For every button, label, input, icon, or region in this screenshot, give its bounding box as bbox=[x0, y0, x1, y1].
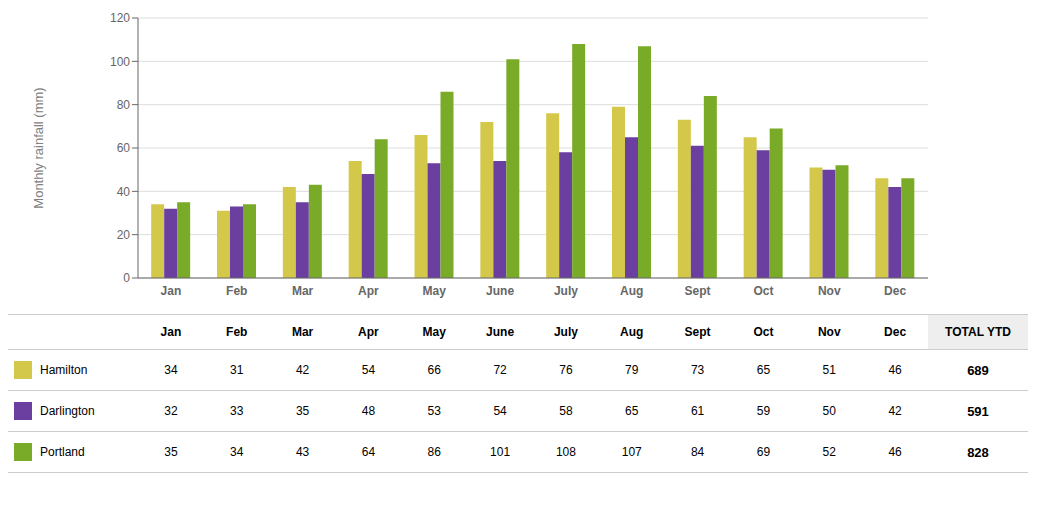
html-text:Portland: Portland bbox=[40, 445, 85, 459]
html-text:59: 59 bbox=[756, 404, 771, 418]
html-text:46: 46 bbox=[888, 445, 902, 459]
html-text:69: 69 bbox=[756, 445, 771, 459]
html-text:50: 50 bbox=[822, 404, 836, 418]
html-text:Darlington: Darlington bbox=[40, 404, 95, 418]
html-text:42: 42 bbox=[888, 404, 902, 418]
html-text:42: 42 bbox=[295, 363, 310, 377]
html-text:64: 64 bbox=[361, 445, 376, 459]
html-text:108: 108 bbox=[555, 445, 576, 459]
html-text:52: 52 bbox=[822, 445, 836, 459]
html-text:72: 72 bbox=[493, 363, 507, 377]
svg-text:40: 40 bbox=[117, 185, 131, 199]
svg-text:Jan: Jan bbox=[161, 284, 182, 298]
html-text:66: 66 bbox=[427, 363, 441, 377]
html-text:34: 34 bbox=[230, 445, 244, 459]
svg-text:Mar: Mar bbox=[292, 284, 314, 298]
svg-text:60: 60 bbox=[117, 141, 131, 155]
html-text:86: 86 bbox=[427, 445, 441, 459]
html-text:48: 48 bbox=[361, 404, 376, 418]
html-text:43: 43 bbox=[295, 445, 310, 459]
html-text:31: 31 bbox=[230, 363, 244, 377]
svg-text:Monthly rainfall (mm): Monthly rainfall (mm) bbox=[31, 87, 46, 208]
html-text:101: 101 bbox=[490, 445, 511, 459]
svg-text:Feb: Feb bbox=[226, 284, 247, 298]
html-text:828: 828 bbox=[967, 444, 989, 460]
html-text:76: 76 bbox=[559, 363, 573, 377]
html-text:591: 591 bbox=[967, 403, 989, 419]
html-text:54: 54 bbox=[361, 363, 376, 377]
svg-text:June: June bbox=[486, 284, 514, 298]
html-text:73: 73 bbox=[690, 363, 705, 377]
html-text:Hamilton: Hamilton bbox=[40, 363, 88, 377]
html-text:May: May bbox=[422, 325, 446, 339]
html-text:51: 51 bbox=[822, 363, 836, 377]
svg-text:80: 80 bbox=[117, 98, 131, 112]
html-text:53: 53 bbox=[427, 404, 441, 418]
html-text:Jan: Jan bbox=[160, 325, 182, 339]
html-text:TOTAL YTD: TOTAL YTD bbox=[945, 325, 1011, 339]
html-text:32: 32 bbox=[164, 404, 178, 418]
html-text:65: 65 bbox=[625, 404, 639, 418]
html-text:Oct: Oct bbox=[753, 325, 774, 339]
svg-text:Dec: Dec bbox=[884, 284, 906, 298]
svg-text:Sept: Sept bbox=[685, 284, 711, 298]
html-text:Nov: Nov bbox=[817, 325, 841, 339]
html-text:35: 35 bbox=[295, 404, 310, 418]
svg-text:May: May bbox=[423, 284, 447, 298]
html-text:107: 107 bbox=[621, 445, 642, 459]
html-text:35: 35 bbox=[164, 445, 178, 459]
svg-text:Oct: Oct bbox=[753, 284, 773, 298]
html-text:Dec: Dec bbox=[884, 325, 907, 339]
svg-text:Apr: Apr bbox=[358, 284, 379, 298]
html-text:54: 54 bbox=[493, 404, 507, 418]
html-text:84: 84 bbox=[690, 445, 705, 459]
html-text:689: 689 bbox=[967, 362, 989, 378]
html-text:July: July bbox=[553, 325, 578, 339]
html-text:65: 65 bbox=[756, 363, 771, 377]
html-text:Sept: Sept bbox=[684, 325, 711, 339]
svg-text:0: 0 bbox=[123, 271, 130, 285]
html-text:34: 34 bbox=[164, 363, 178, 377]
svg-text:Aug: Aug bbox=[620, 284, 643, 298]
html-text:61: 61 bbox=[690, 404, 705, 418]
html-text:Mar: Mar bbox=[291, 325, 314, 339]
html-text:Aug: Aug bbox=[620, 325, 644, 339]
html-text:46: 46 bbox=[888, 363, 902, 377]
html-text:58: 58 bbox=[559, 404, 573, 418]
html-text:Feb: Feb bbox=[226, 325, 248, 339]
html-text:33: 33 bbox=[230, 404, 244, 418]
svg-text:100: 100 bbox=[110, 55, 130, 69]
svg-text:20: 20 bbox=[117, 228, 131, 242]
svg-text:120: 120 bbox=[110, 11, 130, 25]
svg-text:Nov: Nov bbox=[818, 284, 841, 298]
html-text:Apr: Apr bbox=[358, 325, 379, 339]
svg-text:July: July bbox=[554, 284, 578, 298]
html-text:June: June bbox=[486, 325, 515, 339]
html-text:79: 79 bbox=[625, 363, 639, 377]
